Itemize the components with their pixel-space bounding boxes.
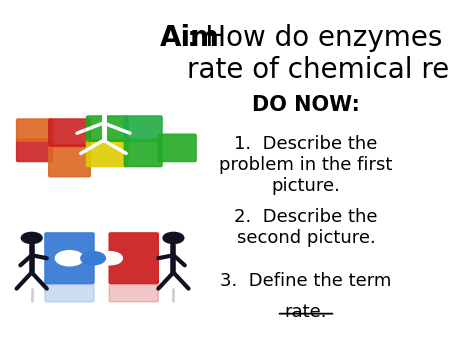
Text: : How do enzymes affect the
rate of chemical reactions?: : How do enzymes affect the rate of chem… [187, 24, 450, 84]
FancyBboxPatch shape [17, 139, 53, 162]
Circle shape [21, 233, 42, 243]
Circle shape [91, 100, 116, 114]
FancyBboxPatch shape [49, 144, 90, 177]
Circle shape [81, 251, 105, 265]
FancyBboxPatch shape [86, 116, 128, 141]
Text: DO NOW:: DO NOW: [252, 95, 360, 115]
FancyBboxPatch shape [158, 134, 196, 162]
Text: rate.: rate. [285, 303, 327, 320]
FancyBboxPatch shape [49, 119, 90, 146]
FancyBboxPatch shape [17, 119, 53, 141]
FancyBboxPatch shape [124, 116, 162, 141]
Text: Aim: Aim [160, 24, 220, 52]
FancyBboxPatch shape [86, 139, 128, 167]
FancyBboxPatch shape [124, 139, 162, 167]
FancyBboxPatch shape [45, 233, 94, 284]
Text: 2.  Describe the
second picture.: 2. Describe the second picture. [234, 208, 378, 247]
Text: 3.  Define the term: 3. Define the term [220, 272, 392, 290]
Text: 1.  Describe the
problem in the first
picture.: 1. Describe the problem in the first pic… [219, 135, 393, 195]
FancyBboxPatch shape [109, 285, 158, 302]
FancyBboxPatch shape [109, 233, 158, 284]
FancyBboxPatch shape [45, 285, 94, 302]
Circle shape [163, 233, 184, 243]
Circle shape [55, 251, 84, 266]
Circle shape [98, 251, 122, 265]
